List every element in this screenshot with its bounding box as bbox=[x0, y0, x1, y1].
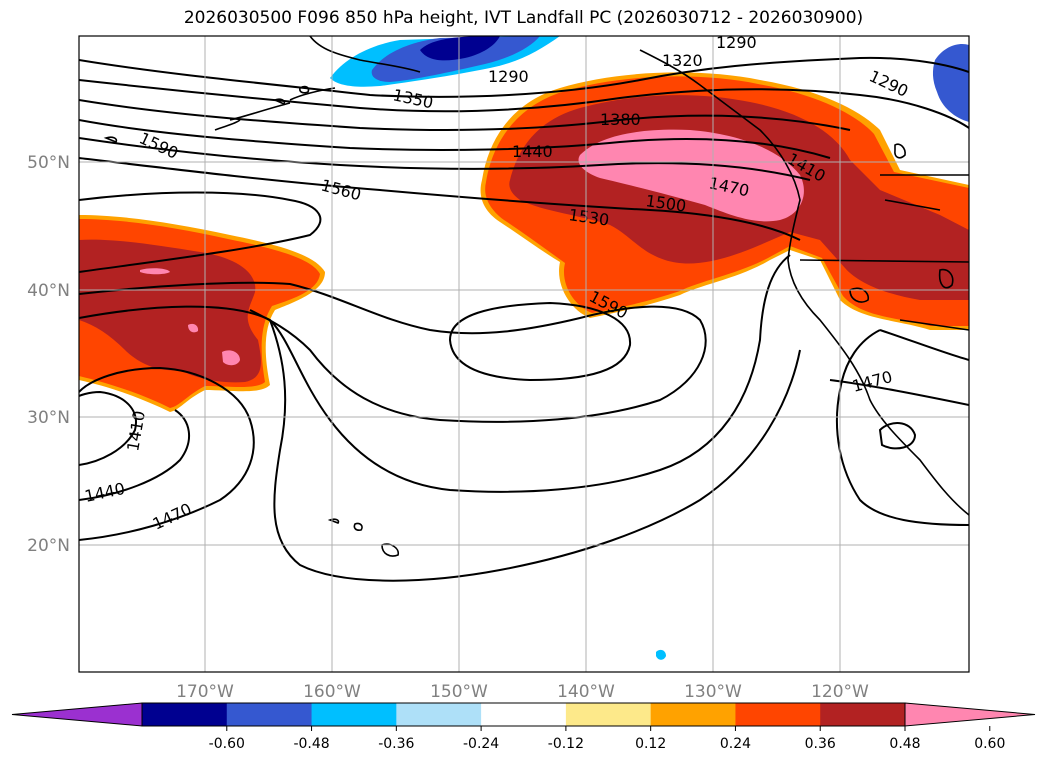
colorbar-label: -0.60 bbox=[209, 736, 245, 752]
colorbar-segment bbox=[396, 703, 482, 726]
colorbar-segment bbox=[311, 703, 397, 726]
contour-label: 1380 bbox=[600, 110, 641, 129]
colorbar-extend-high bbox=[904, 702, 1036, 727]
lat-label-50n: 50°N bbox=[27, 153, 70, 173]
coastlines bbox=[103, 36, 969, 557]
colorbar-segment bbox=[650, 703, 736, 726]
colorbar-label: 0.24 bbox=[720, 736, 751, 752]
ivt-shading-pink bbox=[578, 129, 804, 222]
colorbar-label: -0.36 bbox=[378, 736, 414, 752]
contour-label: 1290 bbox=[716, 33, 757, 52]
lon-label-120w: 120°W bbox=[811, 682, 869, 702]
colorbar-label: 0.36 bbox=[805, 736, 836, 752]
ivt-shading-blue-small bbox=[656, 649, 666, 660]
colorbar-label: -0.24 bbox=[463, 736, 499, 752]
contour-label: 1320 bbox=[662, 51, 703, 70]
colorbar-label: -0.12 bbox=[548, 736, 584, 752]
colorbar-segment bbox=[226, 703, 313, 726]
height-contours bbox=[79, 56, 969, 582]
colorbar-segment bbox=[820, 703, 906, 726]
map-border bbox=[78, 35, 970, 673]
map-title: 2026030500 F096 850 hPa height, IVT Land… bbox=[183, 8, 864, 28]
lon-label-130w: 130°W bbox=[684, 682, 742, 702]
lon-label-160w: 160°W bbox=[303, 682, 361, 702]
gridlines bbox=[79, 36, 969, 672]
contour-label: 1290 bbox=[488, 67, 529, 86]
lat-label-40n: 40°N bbox=[27, 281, 70, 301]
ivt-shading-blue-dark bbox=[420, 36, 500, 61]
colorbar-label: -0.48 bbox=[293, 736, 329, 752]
lon-label-140w: 140°W bbox=[557, 682, 615, 702]
lon-label-170w: 170°W bbox=[176, 682, 234, 702]
colorbar-segment bbox=[565, 703, 652, 726]
lon-label-150w: 150°W bbox=[430, 682, 488, 702]
colorbar: -0.60 -0.48 -0.36 -0.24 -0.12 0.12 0.24 0.36 0.4… bbox=[11, 702, 1036, 752]
colorbar-segment bbox=[481, 703, 567, 726]
colorbar-segment bbox=[142, 703, 228, 726]
colorbar-label: 0.48 bbox=[889, 736, 920, 752]
ivt-shading-west-darkred bbox=[79, 239, 261, 383]
lat-label-20n: 20°N bbox=[27, 536, 70, 556]
lat-label-30n: 30°N bbox=[27, 408, 70, 428]
contour-label: 1440 bbox=[512, 142, 553, 161]
colorbar-label: 0.60 bbox=[974, 736, 1005, 752]
ivt-shading-blue-ne bbox=[932, 43, 969, 122]
colorbar-frame bbox=[141, 702, 906, 727]
colorbar-segment bbox=[735, 703, 821, 726]
ivt-shading-west-pink bbox=[140, 268, 240, 366]
colorbar-extend-low bbox=[11, 702, 143, 727]
colorbar-label: 0.12 bbox=[635, 736, 666, 752]
